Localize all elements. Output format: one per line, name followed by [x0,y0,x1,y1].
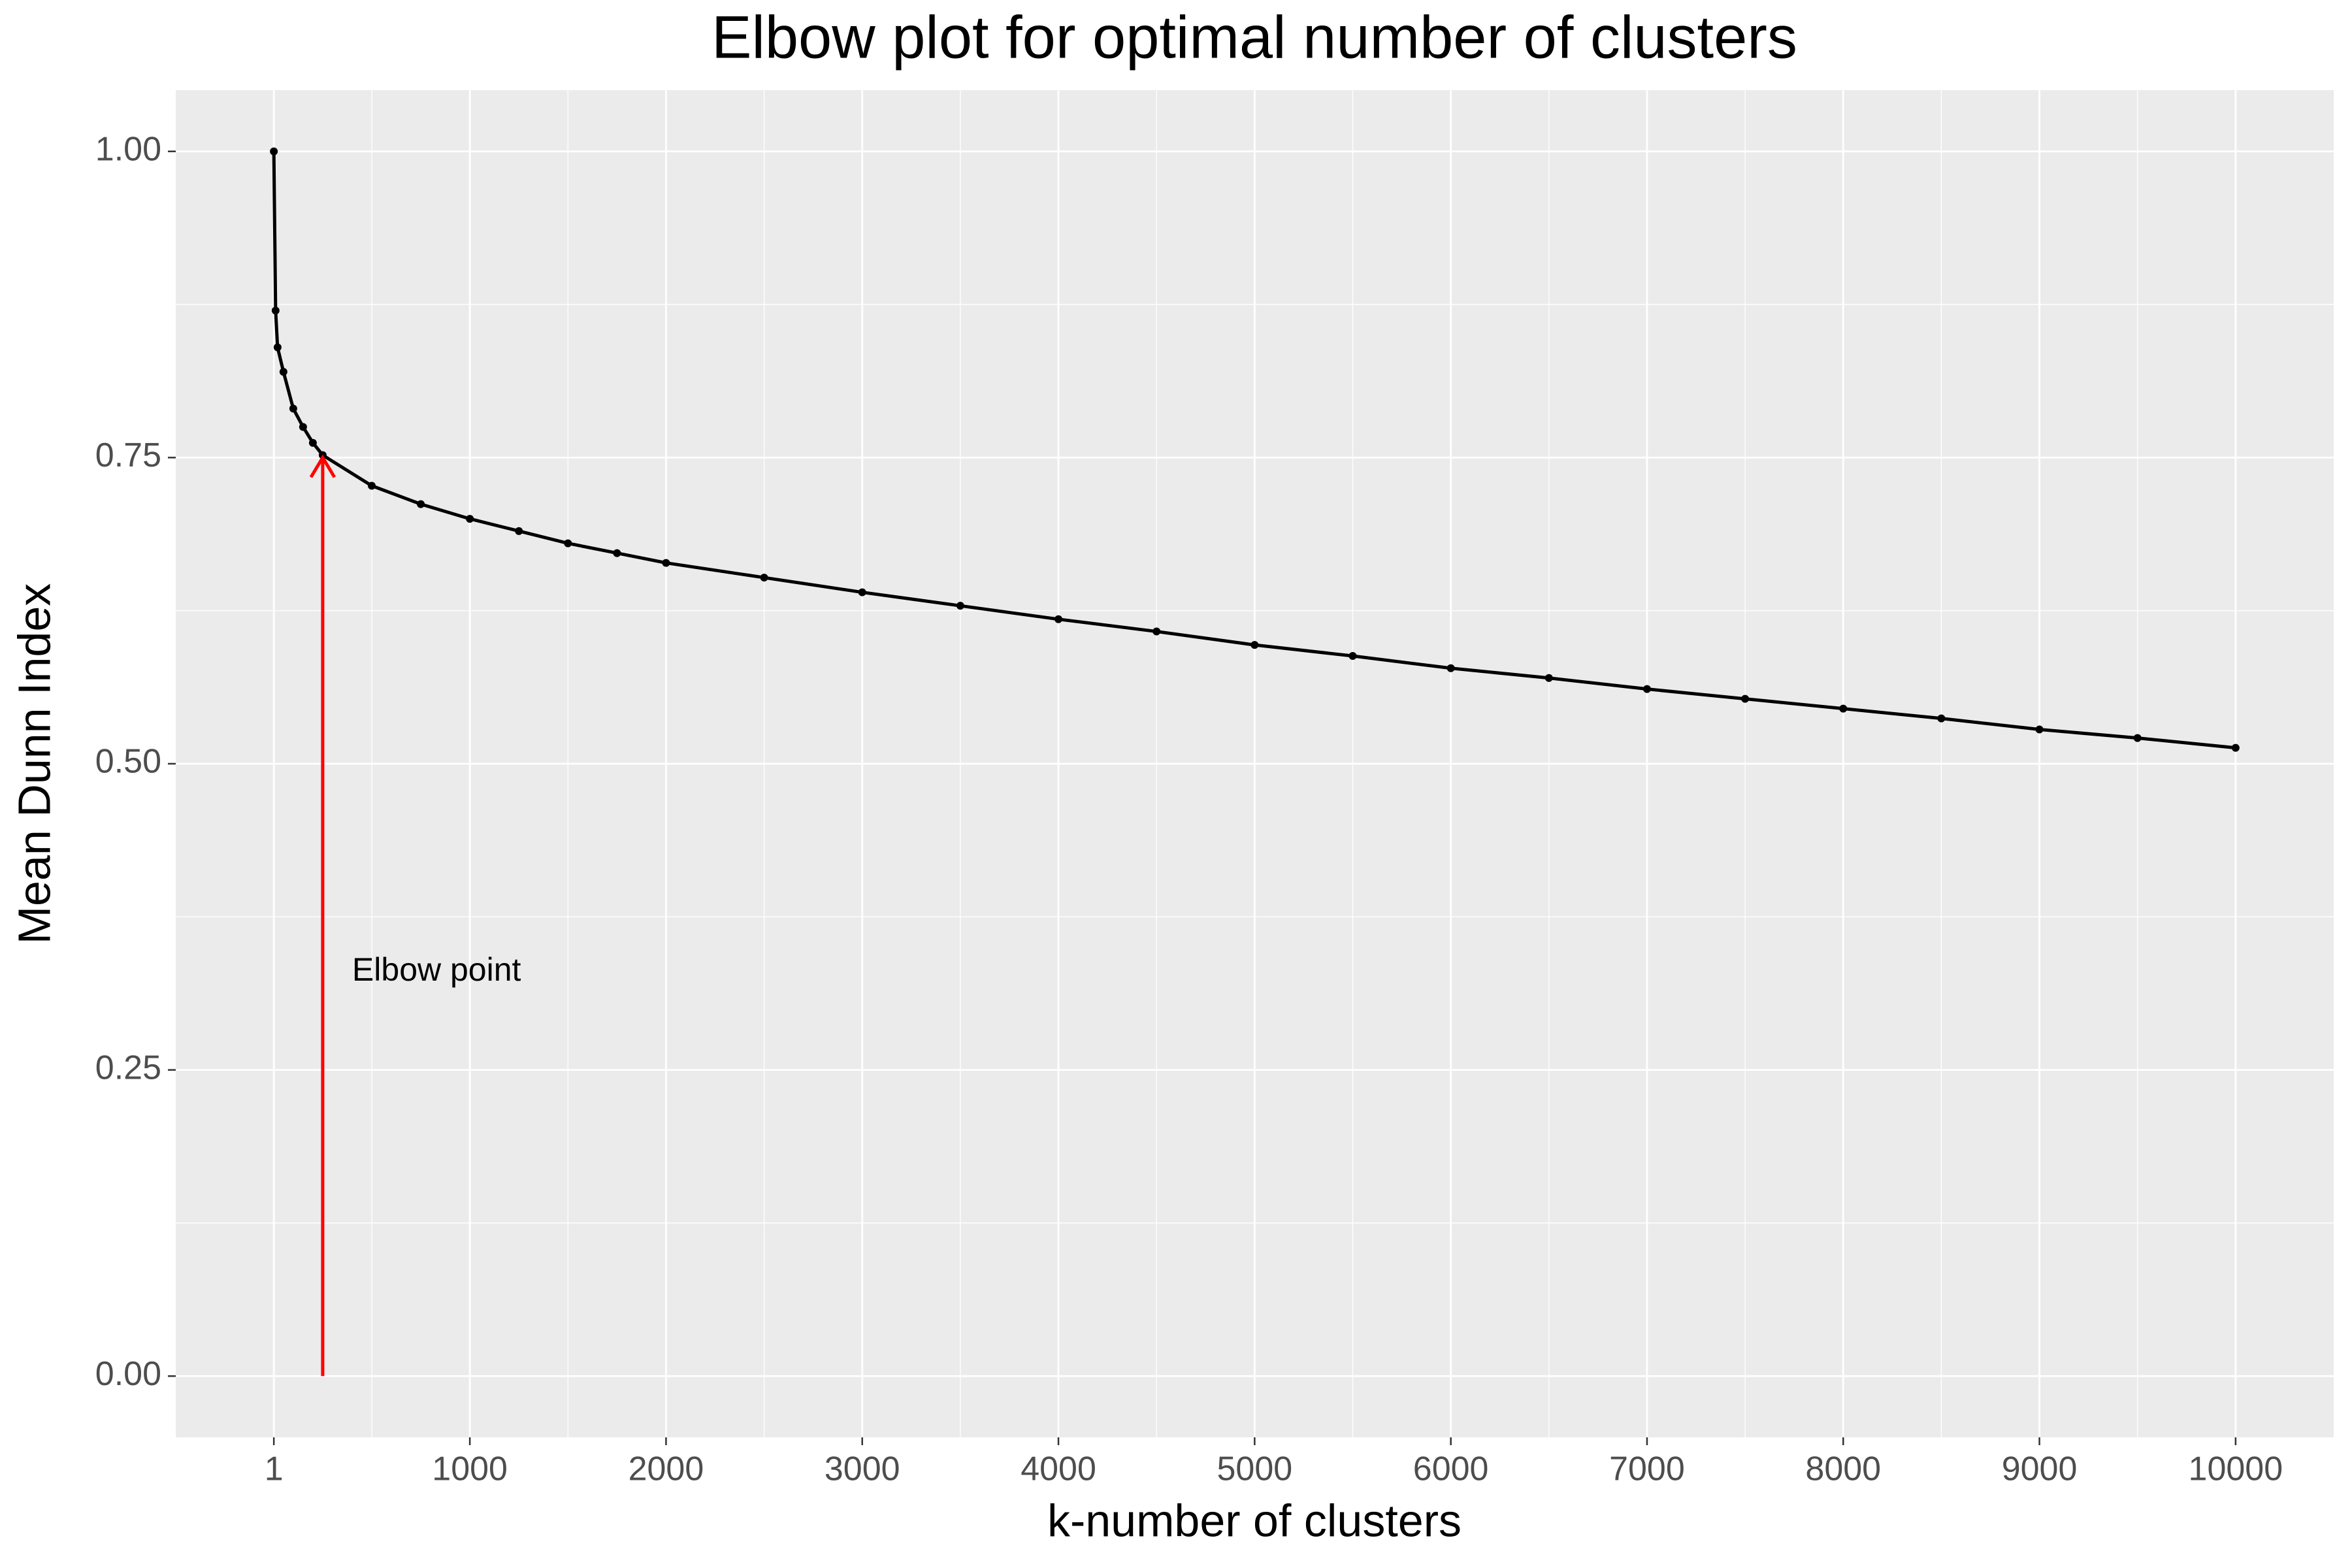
y-axis-title: Mean Dunn Index [8,583,59,945]
x-tick-label: 6000 [1413,1450,1489,1488]
data-point [1348,652,1357,661]
x-tick-label: 1000 [432,1450,508,1488]
y-tick-label: 0.25 [95,1049,161,1086]
data-point [1544,674,1553,682]
y-tick-label: 1.00 [95,130,161,168]
data-point [417,500,425,508]
data-point [1446,664,1455,672]
data-point [279,368,287,376]
y-tick-label: 0.75 [95,436,161,474]
data-point [760,574,768,582]
data-point [273,343,282,351]
y-tick-label: 0.00 [95,1355,161,1393]
data-point [1937,714,1946,723]
data-point [858,588,866,596]
x-tick-label: 9000 [2002,1450,2078,1488]
chart-title: Elbow plot for optimal number of cluster… [711,4,1797,71]
data-point [1839,704,1848,713]
data-point [2231,743,2240,752]
x-tick-label: 3000 [825,1450,900,1488]
data-point [613,549,621,557]
data-point [367,482,376,490]
data-point [270,147,278,155]
arrow-head [309,454,336,478]
x-tick-label: 10000 [2189,1450,2283,1488]
data-point [2035,725,2044,734]
data-point [271,306,280,315]
data-point [564,539,572,547]
x-tick-label: 8000 [1805,1450,1881,1488]
data-point [1642,685,1651,693]
data-point [1152,627,1161,636]
x-tick-label: 1 [265,1450,284,1488]
data-point [466,515,474,523]
annotation-text: Elbow point [352,951,521,988]
data-point [1741,694,1750,703]
x-tick-label: 2000 [629,1450,704,1488]
data-point [299,423,307,431]
y-tick-label: 0.50 [95,743,161,781]
data-point [1250,641,1259,649]
x-tick-label: 7000 [1609,1450,1685,1488]
x-tick-label: 5000 [1217,1450,1293,1488]
x-axis-title: k-number of clusters [1047,1495,1462,1546]
data-point [515,527,523,535]
data-point [289,404,297,413]
data-point [2133,734,2142,742]
data-point [956,602,964,610]
data-point [308,438,317,447]
data-point [662,559,670,567]
x-tick-label: 4000 [1021,1450,1096,1488]
data-point [1054,615,1063,623]
